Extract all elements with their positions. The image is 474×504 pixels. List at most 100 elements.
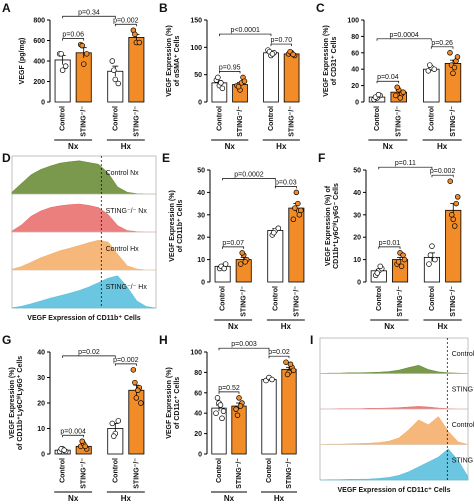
significance-bracket [222,246,245,249]
data-point [290,367,297,374]
data-point [292,205,298,211]
data-point [269,51,276,57]
data-point [133,395,140,401]
p-value: p=0.003 [231,341,257,348]
x-tick-label: STING⁻/⁻ [133,106,140,137]
series-label: Control Hx [106,246,140,253]
data-point [135,387,141,394]
y-tick-label: 200 [33,79,45,86]
y-tick-label: 20 [37,401,45,408]
y-tick-label: 40 [37,350,45,357]
x-tick-label: STING⁻/⁻ [289,106,296,137]
y-tick-label: 50 [353,168,361,175]
p-value: p<0.0001 [230,27,259,34]
data-point [432,256,438,263]
data-point [242,259,248,265]
x-tick-label: Control [268,106,275,131]
significance-bracket [62,15,116,19]
group-label: Hx [276,142,287,151]
group-label: Hx [274,494,285,503]
significance-bracket [219,71,241,74]
x-axis-label: VEGF Expression of CD11b⁺ Cells [27,315,141,322]
group-label: Nx [228,322,239,331]
y-tick-label: 0 [355,100,359,107]
data-point [454,194,461,200]
data-point [109,420,116,427]
data-point [450,70,456,77]
x-tick-label: STING⁻/⁻ [450,286,457,317]
group-label: Nx [383,142,394,151]
x-tick-label: Control [220,286,227,311]
group-label: Nx [68,142,79,151]
panel-label: F [318,151,325,165]
data-point [111,67,117,73]
series-label: STING⁻/⁻ Hx [106,284,148,291]
x-tick-label: STING⁻/⁻ [450,106,457,137]
data-point [234,412,241,418]
panel-label: G [2,333,11,347]
x-tick-label: STING⁻/⁻ [396,106,403,137]
y-tick-label: 20 [194,431,202,438]
density-curve [319,416,469,445]
bar [423,68,440,103]
data-point [375,91,382,98]
x-tick-label: STING⁻/⁻ [397,286,404,317]
p-value: p=0.03 [275,179,297,186]
p-value: p=0.06 [62,32,84,39]
x-tick-label: Control [112,106,119,131]
data-point [220,408,227,414]
series-label: STING⁻/⁻ Hx [452,457,474,464]
x-tick-label: STING⁻/⁻ [236,458,243,489]
significance-bracket [114,23,137,27]
y-axis-label: VEGF Expression (%) [323,25,330,97]
data-point [400,89,406,95]
data-point [237,403,244,409]
data-point [59,67,66,73]
data-point [235,83,242,90]
data-point [431,66,438,72]
data-point [109,58,116,64]
data-point [377,263,384,270]
y-tick-label: 80 [194,370,202,377]
x-tick-label: Control [112,458,119,483]
data-point [453,200,459,207]
bar [261,379,277,455]
p-value: p=0.11 [395,160,416,167]
y-tick-label: 40 [197,190,205,197]
y-tick-label: 100 [347,18,359,25]
data-point [130,367,137,373]
x-tick-label: STING⁻/⁻ [237,106,244,137]
group-label: Hx [437,142,448,151]
data-point [295,200,301,207]
density-curve [11,160,156,195]
panel-label: B [159,1,168,15]
p-value: p=0.0002 [234,171,263,178]
data-point [222,261,229,267]
p-value: p=0.34 [78,9,100,16]
data-point [290,216,297,223]
significance-bracket [378,166,433,170]
y-tick-label: 0 [198,452,202,459]
data-point [138,400,144,406]
data-point [79,438,85,445]
data-point [447,178,453,184]
data-point [115,418,122,424]
data-point [217,402,224,408]
y-tick-label: 150 [190,18,202,25]
data-point [58,51,64,57]
x-tick-label: Control [272,286,279,311]
y-tick-label: 0 [198,100,202,107]
y-tick-label: 100 [190,45,202,52]
x-tick-label: STING⁻/⁻ [81,106,88,137]
y-tick-label: 50 [194,72,202,79]
significance-bracket [218,391,240,394]
x-axis-label: VEGF Expression of CD11c⁺ Cells [337,487,450,494]
y-tick-label: 10 [37,426,45,433]
panel-label: I [310,333,313,347]
data-point [61,447,67,453]
x-tick-label: STING⁻/⁻ [293,286,300,317]
y-tick-label: 0 [357,280,361,287]
p-value: p=0.002 [430,168,456,175]
data-point [213,410,219,416]
bar [281,368,297,455]
